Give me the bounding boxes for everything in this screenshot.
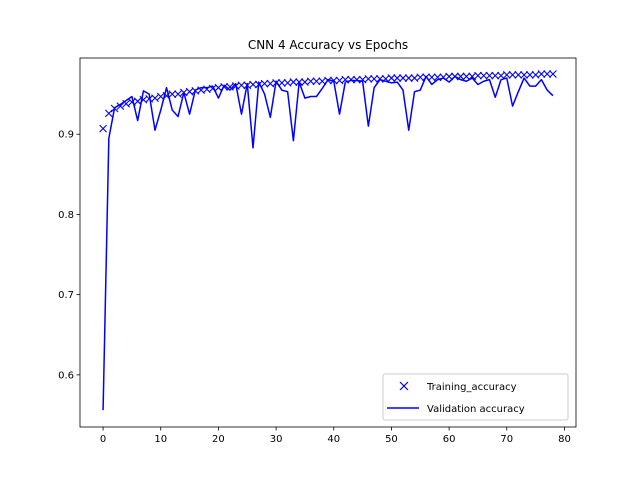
axes: 0 10 20 30 40 50 60 70 80 0.6 0.7 0.8 0.9: [58, 57, 577, 445]
training-accuracy-point: [462, 72, 471, 81]
training-accuracy-point: [249, 80, 257, 89]
x-tick-label: 20: [212, 434, 225, 445]
training-accuracy-point: [133, 97, 142, 106]
training-accuracy-point: [525, 70, 534, 79]
training-accuracy-point: [168, 90, 177, 98]
legend: Training_accuracy Validation accuracy: [382, 373, 569, 421]
training-accuracy-point: [474, 71, 482, 80]
training-accuracy-point: [514, 70, 523, 79]
training-accuracy-point: [324, 76, 332, 85]
training-accuracy-point: [364, 74, 373, 83]
training-accuracy-point: [399, 74, 407, 82]
training-accuracy-point: [376, 74, 384, 83]
validation-accuracy-line: [102, 75, 554, 411]
training-accuracy-point: [508, 70, 517, 79]
training-accuracy-point: [370, 74, 379, 83]
training-accuracy-point: [237, 81, 246, 90]
y-tick-label: 0.9: [58, 130, 74, 141]
training-accuracy-point: [116, 102, 125, 111]
training-accuracy-point: [537, 70, 546, 78]
x-tick-label: 50: [385, 434, 398, 445]
x-tick-label: 80: [558, 434, 571, 445]
training-accuracy-point: [347, 75, 355, 84]
x-tick-label: 30: [270, 434, 283, 445]
x-tick-label: 70: [500, 434, 513, 445]
x-tick-label: 60: [443, 434, 456, 445]
training-accuracy-point: [393, 74, 402, 82]
training-accuracy-point: [479, 71, 488, 80]
training-accuracy-point: [456, 72, 465, 81]
training-accuracy-point: [502, 70, 511, 79]
training-accuracy-point: [445, 72, 454, 81]
training-accuracy-point: [433, 73, 442, 82]
y-tick-label: 0.6: [58, 370, 74, 381]
chart-title: CNN 4 Accuracy vs Epochs: [248, 38, 408, 52]
training-accuracy-point: [549, 70, 557, 78]
training-accuracy-point: [450, 72, 459, 81]
training-accuracy-point: [110, 104, 119, 113]
training-accuracy-point: [520, 70, 528, 79]
legend-marker-training: [399, 381, 409, 391]
y-tick-label: 0.8: [58, 210, 74, 221]
legend-label-training: Training_accuracy: [426, 382, 517, 393]
training-accuracy-point: [543, 70, 552, 78]
training-accuracy-point: [122, 99, 131, 108]
legend-label-validation: Validation accuracy: [427, 404, 525, 415]
training-accuracy-point: [329, 76, 338, 85]
training-accuracy-point: [387, 74, 396, 82]
legend-box: [382, 373, 569, 421]
x-tick-label: 10: [154, 434, 167, 445]
training-accuracy-point: [404, 74, 413, 82]
training-accuracy-point: [104, 109, 113, 118]
axes-frame: [79, 57, 577, 428]
training-accuracy-point: [306, 77, 315, 86]
x-tick-label: 0: [100, 434, 106, 445]
training-accuracy-point: [162, 91, 171, 100]
training-accuracy-point: [277, 78, 286, 87]
training-accuracy-point: [151, 94, 159, 102]
y-tick-label: 0.7: [58, 290, 74, 301]
plot-area: [99, 70, 557, 411]
training-accuracy-point: [341, 75, 350, 84]
x-tick-label: 40: [327, 434, 340, 445]
training-accuracy-point: [427, 73, 436, 82]
training-accuracy-point: [416, 73, 425, 82]
training-accuracy-point: [220, 82, 229, 91]
training-accuracy-point: [352, 75, 361, 84]
training-accuracy-point: [485, 71, 494, 80]
training-accuracy-point: [289, 78, 298, 86]
training-accuracy-point: [491, 71, 500, 80]
training-accuracy-point: [174, 90, 182, 98]
training-accuracy-point: [312, 77, 321, 86]
training-accuracy-point: [260, 79, 269, 88]
training-accuracy-point: [272, 78, 280, 87]
training-accuracy-point: [422, 73, 430, 82]
training-accuracy-point: [295, 78, 304, 86]
training-accuracy-point: [99, 124, 107, 133]
